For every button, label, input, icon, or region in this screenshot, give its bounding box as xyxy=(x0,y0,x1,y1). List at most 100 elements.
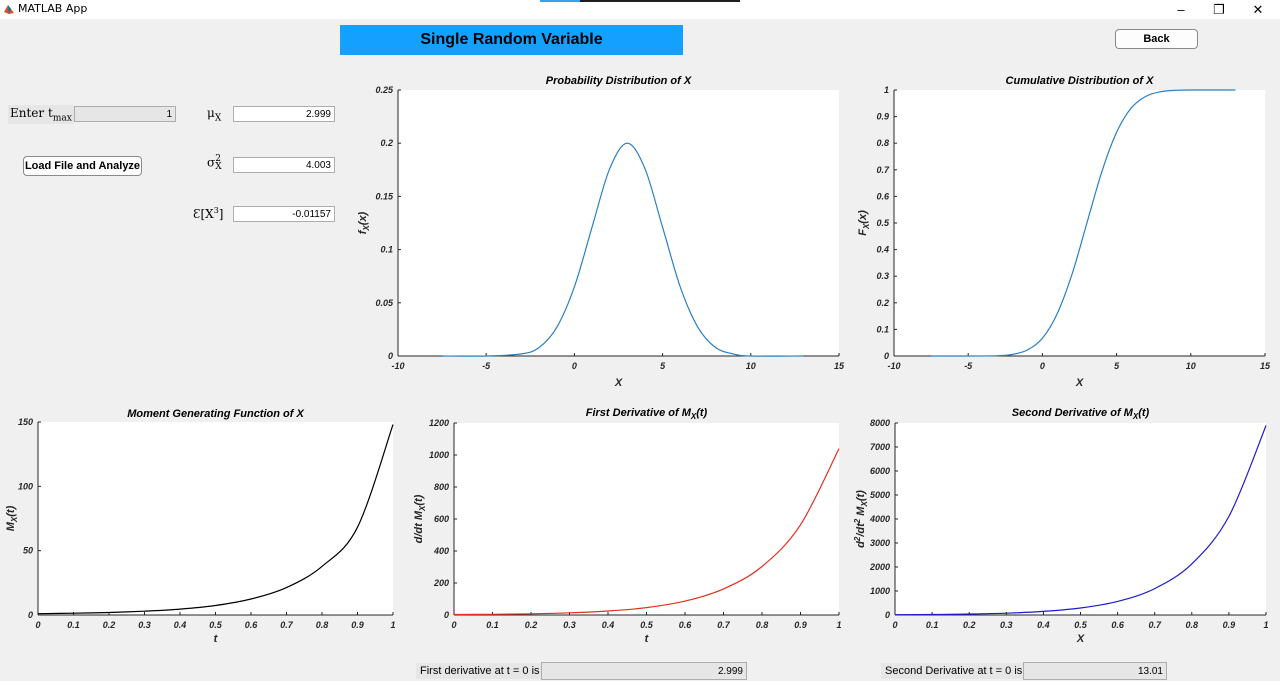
d2-x-tick-label: 0.4 xyxy=(1037,620,1050,630)
pdf-x-tick-label: 0 xyxy=(572,361,577,371)
d1-x-tick-label: 0.4 xyxy=(602,620,615,630)
pdf-x-tick-label: -10 xyxy=(391,361,404,371)
d2-chart: 0 0.1 0.2 0.3 0.4 0.5 0.6 0.7 0.8 0.9 1 0 1000 2000 30… xyxy=(853,407,1269,645)
cdf-title: Cumulative Distribution of X xyxy=(1006,75,1155,87)
d2-title: Second Derivative of MX(t) xyxy=(1012,407,1150,421)
d2-x-label: X xyxy=(1076,633,1085,645)
d1-x-tick-label: 0.3 xyxy=(563,620,576,630)
d1-x-tick-label: 0.2 xyxy=(525,620,538,630)
cdf-y-tick-label: 1 xyxy=(884,85,889,95)
pdf-y-tick-label: 0.05 xyxy=(375,298,394,308)
pdf-x-tick-label: 15 xyxy=(834,361,845,371)
d1-x-tick-label: 0.7 xyxy=(717,620,731,630)
mgf-y-tick-label: 100 xyxy=(18,481,33,491)
d1-x-tick-label: 0.8 xyxy=(756,620,769,630)
titlebar-accent-highlight xyxy=(540,0,580,2)
mgf-series-line xyxy=(37,424,394,615)
d2-y-tick-label: 6000 xyxy=(870,466,890,476)
d1-y-tick-label: 1200 xyxy=(429,418,449,428)
d2-series-line xyxy=(894,425,1267,616)
d1-y-tick-label: 0 xyxy=(444,610,449,620)
cdf-y-tick-label: 0.8 xyxy=(876,138,889,148)
tmax-input[interactable]: 1 xyxy=(74,106,176,122)
restore-button[interactable]: ❐ xyxy=(1213,2,1225,17)
second-derivative-field[interactable]: 13.01 xyxy=(1023,662,1167,680)
d2-x-tick-label: 0.1 xyxy=(926,620,939,630)
tmax-label-t: t xyxy=(47,106,53,120)
mgf-chart: 0 0.1 0.2 0.3 0.4 0.5 0.6 0.7 0.8 0.9 1 0 50 100 150 Mo… xyxy=(5,408,396,645)
variance-field[interactable]: 4.003 xyxy=(233,157,335,173)
load-file-analyze-button[interactable]: Load File and Analyze xyxy=(23,156,142,176)
d1-series-line xyxy=(453,448,840,616)
d2-y-tick-label: 7000 xyxy=(870,442,890,452)
mgf-x-tick-label: 0.5 xyxy=(209,620,223,630)
tmax-label-sub: max xyxy=(52,113,72,124)
cdf-y-tick-label: 0.6 xyxy=(876,191,890,201)
e3-close: ] xyxy=(218,207,224,221)
d1-x-tick-label: 0 xyxy=(451,620,456,630)
pdf-x-tick-label: 10 xyxy=(746,361,756,371)
d2-y-tick-label: 4000 xyxy=(869,514,890,524)
d2-x-tick-label: 0.7 xyxy=(1148,620,1162,630)
first-derivative-field[interactable]: 2.999 xyxy=(541,662,747,680)
page-title: Single Random Variable xyxy=(340,25,683,55)
window-titlebar: MATLAB App – ❐ ✕ xyxy=(0,0,1280,19)
mu-field[interactable]: 2.999 xyxy=(233,106,335,122)
d2-x-tick-label: 0 xyxy=(892,620,897,630)
second-derivative-label: Second Derivative at t = 0 is xyxy=(881,663,1027,679)
cdf-x-tick-label: 5 xyxy=(1114,361,1120,371)
d1-x-tick-label: 1 xyxy=(836,620,841,630)
cdf-y-tick-label: 0.9 xyxy=(876,112,889,122)
mgf-x-tick-label: 0.1 xyxy=(67,620,80,630)
pdf-x-tick-label: -5 xyxy=(482,361,491,371)
pdf-y-label: fX(x) xyxy=(357,211,371,234)
cdf-series-line xyxy=(931,89,1236,357)
pdf-y-tick-label: 0.2 xyxy=(380,138,393,148)
cdf-x-tick-label: 0 xyxy=(1040,361,1045,371)
d2-y-tick-label: 2000 xyxy=(869,562,890,572)
d2-y-tick-label: 8000 xyxy=(870,418,890,428)
mgf-x-tick-label: 0.8 xyxy=(316,620,329,630)
titlebar-accent-bar xyxy=(540,0,740,2)
minimize-button[interactable]: – xyxy=(1177,2,1185,17)
pdf-title: Probability Distribution of X xyxy=(546,75,692,87)
mu-sub: X xyxy=(214,113,222,124)
mgf-x-tick-label: 0 xyxy=(35,620,40,630)
cdf-y-tick-label: 0 xyxy=(884,351,889,361)
d2-x-tick-label: 0.5 xyxy=(1074,620,1088,630)
cdf-x-tick-label: 10 xyxy=(1186,361,1196,371)
cdf-y-tick-label: 0.3 xyxy=(876,271,889,281)
d1-x-label: t xyxy=(645,633,650,645)
d1-x-tick-label: 0.1 xyxy=(486,620,499,630)
tmax-label-prefix: Enter xyxy=(10,106,45,120)
third-moment-field[interactable]: -0.01157 xyxy=(233,206,335,222)
mgf-plot-area xyxy=(38,422,393,615)
pdf-chart: -10 -5 0 5 10 15 0 0.05 0.1 0.15 0.2 0.25 Probabilit… xyxy=(357,75,845,389)
mgf-y-tick-label: 0 xyxy=(28,610,33,620)
mgf-x-tick-label: 0.3 xyxy=(138,620,151,630)
pdf-y-tick-label: 0.15 xyxy=(375,191,394,201)
cdf-x-tick-label: -10 xyxy=(887,361,900,371)
d1-plot-area xyxy=(454,423,839,615)
third-moment-label: Ɛ[X3] xyxy=(193,206,223,221)
cdf-x-tick-label: -5 xyxy=(964,361,973,371)
d1-y-tick-label: 1000 xyxy=(429,450,449,460)
close-button[interactable]: ✕ xyxy=(1252,2,1264,17)
d2-plot-area xyxy=(895,423,1266,615)
mu-label: μX xyxy=(207,106,221,123)
first-derivative-label: First derivative at t = 0 is xyxy=(416,663,544,679)
d1-y-label: d/dt MX(t) xyxy=(413,494,427,543)
d1-x-tick-label: 0.6 xyxy=(679,620,693,630)
pdf-y-tick-label: 0.25 xyxy=(375,85,394,95)
variance-sub: X xyxy=(215,162,222,172)
d1-title: First Derivative of MX(t) xyxy=(586,407,708,421)
variance-sup: 2 xyxy=(215,154,221,164)
d2-x-tick-label: 0.8 xyxy=(1186,620,1199,630)
pdf-x-label: X xyxy=(614,377,623,389)
back-button[interactable]: Back xyxy=(1115,29,1198,49)
tmax-label: Enter tmax xyxy=(8,105,74,125)
sigma-symbol: σ xyxy=(207,155,216,170)
pdf-plot-area xyxy=(398,90,839,356)
pdf-series-line xyxy=(442,142,804,357)
